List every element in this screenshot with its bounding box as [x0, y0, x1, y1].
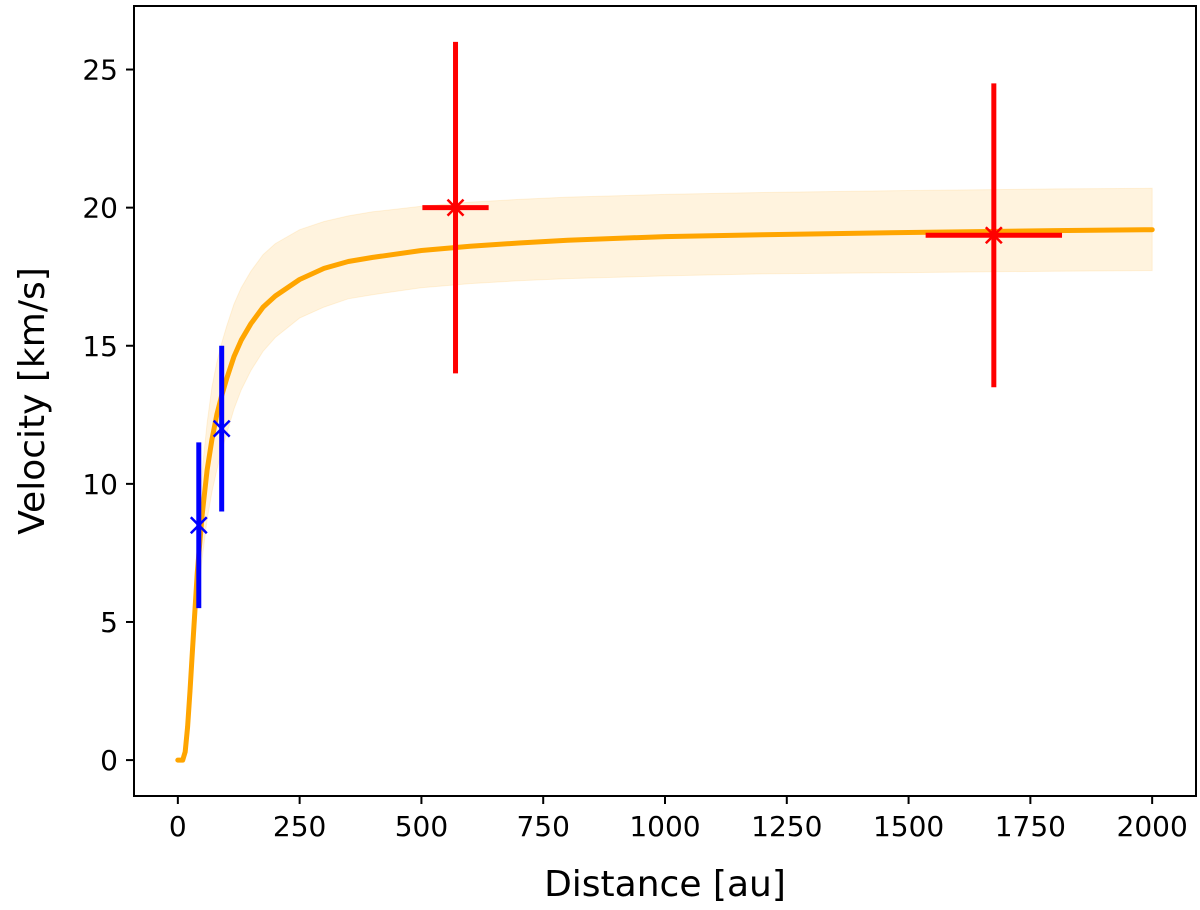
y-axis-label: Velocity [km/s] — [12, 267, 53, 535]
x-marker-stroke — [446, 198, 465, 217]
y-axis-ticks: 0 5 10 15 20 25 — [82, 54, 134, 777]
data-point — [925, 83, 1063, 388]
x-marker-stroke — [212, 419, 231, 438]
model-curve-layer — [175, 227, 1155, 763]
x-axis-label: Distance [au] — [544, 864, 786, 905]
x-marker-stroke — [189, 516, 208, 535]
x-tick-label: 1750 — [995, 810, 1066, 843]
errorbar-layer — [189, 41, 1063, 609]
y-tick-label: 0 — [100, 744, 118, 777]
data-point — [212, 345, 231, 512]
x-tick-label: 2000 — [1117, 810, 1188, 843]
y-tick-label: 5 — [100, 606, 118, 639]
x-tick-label: 1000 — [629, 810, 700, 843]
model-curve — [175, 227, 1155, 763]
y-tick-label: 25 — [82, 54, 118, 87]
x-tick-label: 1250 — [751, 810, 822, 843]
x-tick-label: 500 — [395, 810, 448, 843]
data-point — [189, 442, 208, 609]
x-marker-stroke — [984, 226, 1003, 245]
x-tick-label: 1500 — [873, 810, 944, 843]
x-tick-label: 0 — [169, 810, 187, 843]
x-tick-label: 750 — [516, 810, 569, 843]
x-axis-ticks: 0 250 500 750 1000 1250 1500 1750 2000 — [169, 796, 1188, 843]
y-tick-label: 20 — [82, 192, 118, 225]
y-tick-label: 10 — [82, 468, 118, 501]
y-tick-label: 15 — [82, 330, 118, 363]
x-tick-label: 250 — [273, 810, 326, 843]
data-point — [422, 41, 489, 374]
